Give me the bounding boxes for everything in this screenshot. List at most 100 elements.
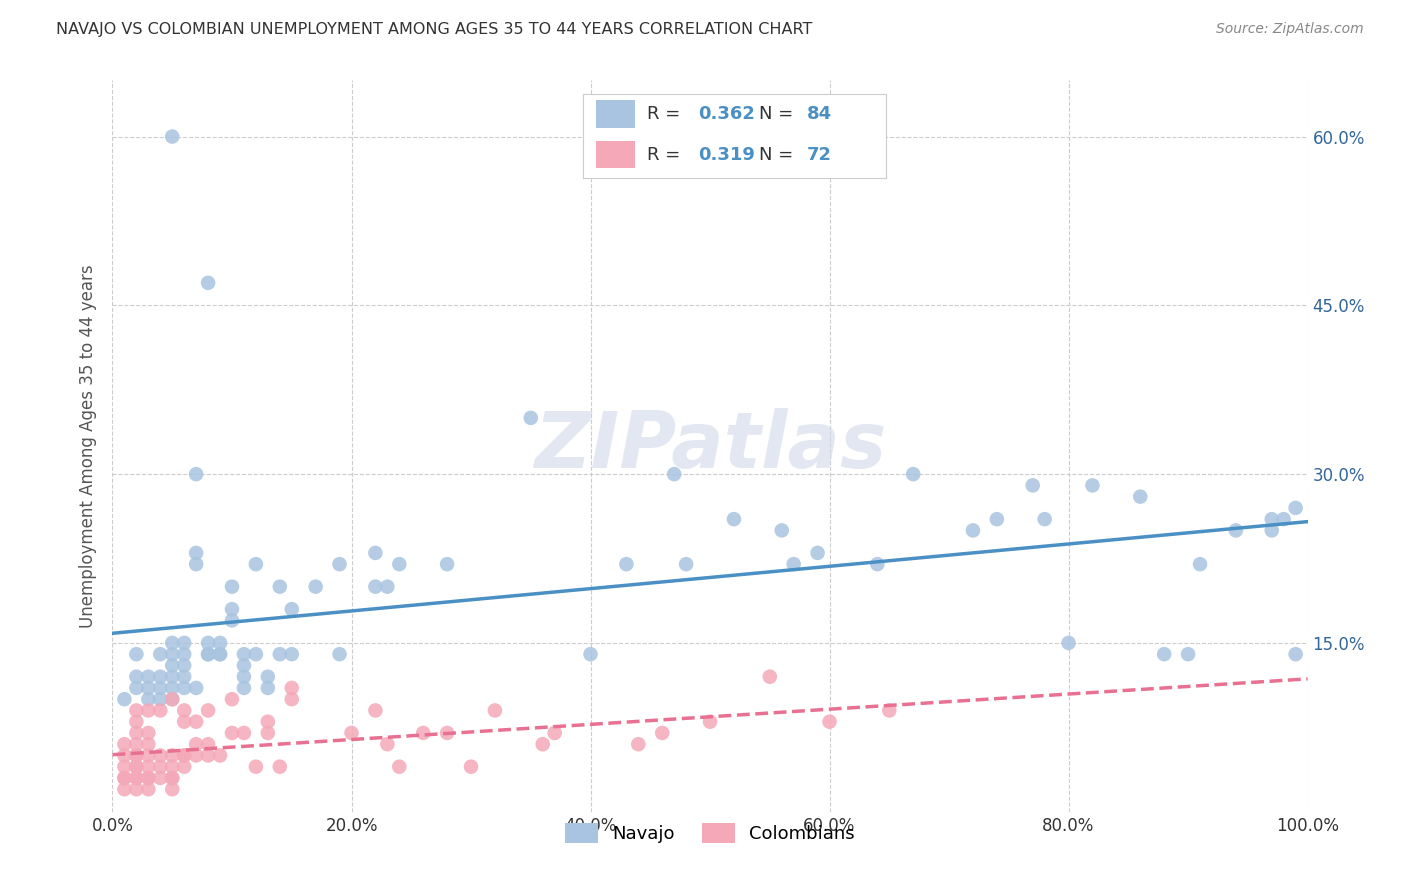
- Point: [162, 670, 183, 684]
- Y-axis label: Unemployment Among Ages 35 to 44 years: Unemployment Among Ages 35 to 44 years: [79, 264, 97, 628]
- Point: [377, 580, 399, 594]
- Point: [412, 726, 434, 740]
- Point: [114, 748, 135, 763]
- Point: [245, 647, 267, 661]
- Point: [257, 681, 280, 695]
- Point: [186, 681, 208, 695]
- Point: [125, 748, 148, 763]
- Point: [162, 692, 183, 706]
- Point: [138, 771, 160, 785]
- Point: [1261, 512, 1284, 526]
- Point: [866, 557, 889, 571]
- Point: [162, 636, 183, 650]
- Point: [651, 726, 673, 740]
- Point: [1022, 478, 1045, 492]
- Point: [388, 557, 411, 571]
- Point: [1177, 647, 1199, 661]
- Point: [305, 580, 328, 594]
- Point: [531, 737, 554, 751]
- Point: [138, 726, 160, 740]
- Point: [138, 681, 160, 695]
- Point: [173, 748, 195, 763]
- Point: [460, 760, 482, 774]
- Point: [114, 771, 135, 785]
- Point: [173, 681, 195, 695]
- Point: [388, 760, 411, 774]
- Text: ZIPatlas: ZIPatlas: [534, 408, 886, 484]
- Point: [903, 467, 925, 482]
- Point: [209, 647, 232, 661]
- Point: [233, 726, 256, 740]
- Text: R =: R =: [647, 105, 686, 123]
- Point: [125, 760, 148, 774]
- Point: [149, 670, 172, 684]
- Point: [281, 692, 304, 706]
- Point: [125, 771, 148, 785]
- Point: [281, 681, 304, 695]
- Point: [197, 703, 219, 717]
- Point: [173, 647, 195, 661]
- Point: [138, 670, 160, 684]
- Point: [484, 703, 506, 717]
- Point: [329, 557, 352, 571]
- Point: [173, 703, 195, 717]
- Point: [162, 748, 183, 763]
- Point: [125, 782, 148, 797]
- Point: [269, 580, 291, 594]
- Point: [162, 681, 183, 695]
- Point: [197, 748, 219, 763]
- Point: [186, 557, 208, 571]
- Point: [162, 771, 183, 785]
- Point: [579, 647, 602, 661]
- Point: [149, 647, 172, 661]
- Point: [186, 467, 208, 482]
- Point: [520, 410, 543, 425]
- Point: [114, 760, 135, 774]
- Point: [125, 748, 148, 763]
- Point: [114, 737, 135, 751]
- Point: [186, 737, 208, 751]
- Point: [162, 647, 183, 661]
- Point: [1057, 636, 1080, 650]
- Point: [436, 557, 458, 571]
- Point: [149, 760, 172, 774]
- Point: [209, 748, 232, 763]
- Point: [173, 636, 195, 650]
- Point: [221, 726, 243, 740]
- Point: [221, 580, 243, 594]
- Point: [149, 703, 172, 717]
- Point: [197, 647, 219, 661]
- Point: [281, 647, 304, 661]
- Point: [221, 614, 243, 628]
- Point: [114, 782, 135, 797]
- Point: [1153, 647, 1175, 661]
- Text: N =: N =: [759, 145, 799, 163]
- Point: [257, 726, 280, 740]
- Point: [818, 714, 841, 729]
- Point: [173, 760, 195, 774]
- Point: [125, 771, 148, 785]
- Point: [197, 636, 219, 650]
- Point: [197, 737, 219, 751]
- Point: [1081, 478, 1104, 492]
- Point: [125, 681, 148, 695]
- Point: [675, 557, 697, 571]
- Point: [197, 276, 219, 290]
- Point: [664, 467, 686, 482]
- Point: [114, 771, 135, 785]
- Point: [138, 692, 160, 706]
- Point: [149, 771, 172, 785]
- Point: [1285, 500, 1308, 515]
- Point: [364, 580, 387, 594]
- Point: [173, 714, 195, 729]
- Point: [1225, 524, 1247, 538]
- Point: [162, 658, 183, 673]
- Point: [245, 760, 267, 774]
- Point: [436, 726, 458, 740]
- Point: [627, 737, 650, 751]
- Point: [257, 714, 280, 729]
- Text: R =: R =: [647, 145, 686, 163]
- Point: [149, 692, 172, 706]
- Point: [173, 658, 195, 673]
- Text: 84: 84: [807, 105, 832, 123]
